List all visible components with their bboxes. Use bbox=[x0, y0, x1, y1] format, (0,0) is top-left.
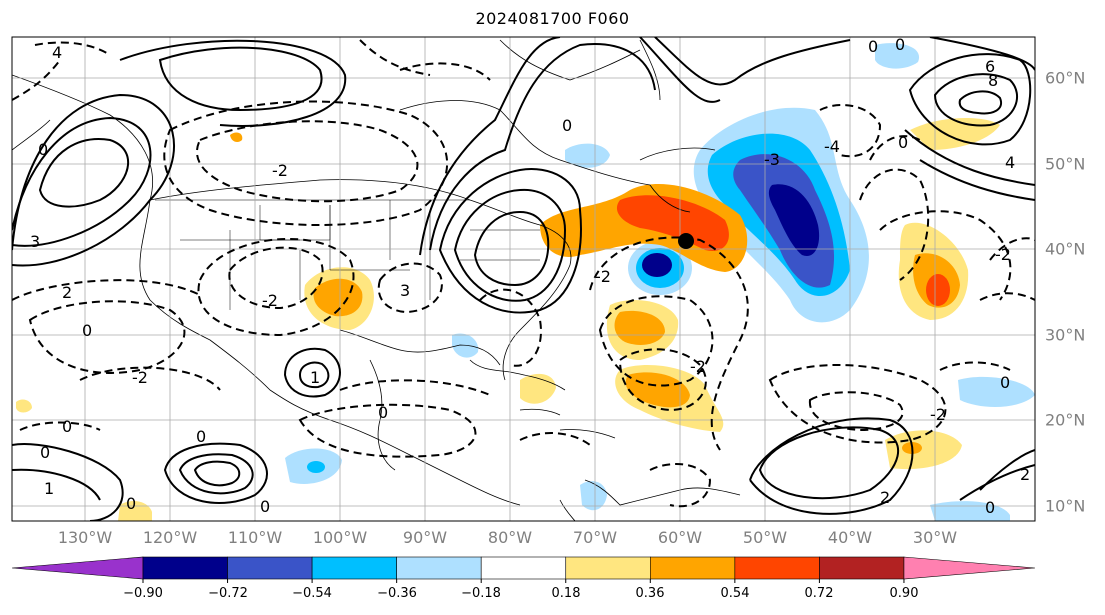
dashed-contours bbox=[12, 39, 1035, 508]
contour-label: -4 bbox=[824, 137, 840, 156]
lon-label: 50°W bbox=[742, 528, 788, 547]
lat-label: 60°N bbox=[1045, 68, 1086, 88]
solid-contours bbox=[12, 37, 1035, 521]
contour-label: -2 bbox=[930, 405, 946, 424]
contour-label: 6 bbox=[985, 57, 995, 76]
graticule bbox=[12, 37, 1035, 521]
contour-label: 0 bbox=[868, 37, 878, 56]
colorbar-tick-label: −0.90 bbox=[123, 586, 163, 601]
map-title: 2024081700 F060 bbox=[475, 9, 630, 28]
negative-anomaly-blob bbox=[307, 461, 325, 473]
contour-label: 8 bbox=[988, 71, 998, 90]
contour-label: 3 bbox=[30, 232, 40, 251]
negative-anomaly-blob bbox=[642, 253, 672, 277]
positive-anomaly-blob bbox=[616, 195, 729, 251]
contour-label: -2 bbox=[690, 357, 706, 376]
colorbar-tick-label: −0.18 bbox=[461, 586, 501, 601]
lat-label: 30°N bbox=[1045, 325, 1086, 345]
weather-map: 4 0 3 2 0 -2 0 0 1 0 0 0 -2 1 0 -2 3 0 -… bbox=[11, 35, 1036, 522]
lon-label: 110°W bbox=[227, 528, 283, 547]
negative-anomaly-blob bbox=[565, 143, 610, 168]
colorbar-swatch bbox=[396, 556, 482, 580]
contour-label: 0 bbox=[126, 494, 136, 513]
contour-labels: 4 0 3 2 0 -2 0 0 1 0 0 0 -2 1 0 -2 3 0 -… bbox=[30, 35, 1030, 517]
contour-label: -2 bbox=[595, 267, 611, 286]
shaded-anomalies bbox=[16, 43, 1035, 521]
colorbar-tick-label: 0.54 bbox=[720, 586, 750, 601]
contour-label: 1 bbox=[44, 479, 54, 498]
colorbar-swatch bbox=[819, 556, 905, 580]
colorbar-tick-label: −0.72 bbox=[208, 586, 248, 601]
contour-label: 0 bbox=[62, 417, 72, 436]
contour-label: 0 bbox=[378, 403, 388, 422]
positive-anomaly-blob bbox=[614, 310, 665, 345]
colorbar-swatch bbox=[227, 556, 313, 580]
contour-label: 4 bbox=[52, 43, 62, 62]
contour-label: 0 bbox=[40, 443, 50, 462]
contour-label: 2 bbox=[62, 283, 72, 302]
contour-label: -2 bbox=[262, 291, 278, 310]
lon-label: 120°W bbox=[142, 528, 198, 547]
lat-label: 20°N bbox=[1045, 410, 1086, 430]
negative-anomaly-blob bbox=[958, 376, 1035, 407]
contour-label: 0 bbox=[895, 35, 905, 54]
contour-label: -2 bbox=[132, 368, 148, 387]
colorbar-tick-label: 0.72 bbox=[804, 586, 834, 601]
lon-label: 80°W bbox=[487, 528, 533, 547]
colorbar-swatch bbox=[142, 556, 228, 580]
contour-label: 4 bbox=[1005, 153, 1015, 172]
contour-label: 0 bbox=[196, 427, 206, 446]
contour-label: 0 bbox=[82, 321, 92, 340]
lon-label: 90°W bbox=[402, 528, 448, 547]
colorbar-swatch bbox=[649, 556, 736, 580]
state-borders bbox=[155, 199, 540, 310]
contour-label: 2 bbox=[1020, 465, 1030, 484]
negative-anomaly-blob bbox=[875, 43, 920, 69]
positive-anomaly-blob bbox=[313, 278, 363, 317]
colorbar-swatch bbox=[734, 556, 820, 580]
lat-label: 40°N bbox=[1045, 239, 1086, 259]
colorbar-tick-label: 0.90 bbox=[889, 586, 919, 601]
contour-label: -3 bbox=[764, 150, 780, 169]
positive-anomaly-blob bbox=[926, 274, 950, 306]
colorbar-swatch bbox=[565, 556, 651, 580]
contour-label: 3 bbox=[400, 281, 410, 300]
lon-label: 130°W bbox=[57, 528, 113, 547]
lat-label: 10°N bbox=[1045, 496, 1086, 516]
positive-anomaly-blob bbox=[16, 399, 32, 413]
colorbar-extend-max bbox=[903, 556, 1036, 580]
contour-label: 0 bbox=[898, 133, 908, 152]
contour-label: -2 bbox=[995, 245, 1011, 264]
contour-label: 2 bbox=[880, 488, 890, 507]
contour-label: 1 bbox=[310, 368, 320, 387]
colorbar-swatch bbox=[311, 556, 397, 580]
low-center-marker bbox=[678, 233, 694, 249]
negative-anomaly-blob bbox=[768, 184, 820, 256]
contour-label: 0 bbox=[1000, 373, 1010, 392]
colorbar-extend-min bbox=[11, 556, 144, 580]
contour-label: 0 bbox=[985, 498, 995, 517]
map-frame bbox=[11, 36, 1036, 522]
colorbar-tick-label: 0.36 bbox=[635, 586, 665, 601]
colorbar-tick-label: 0.18 bbox=[551, 586, 581, 601]
lon-label: 60°W bbox=[657, 528, 703, 547]
contour-label: 0 bbox=[260, 497, 270, 516]
contour-label: -2 bbox=[272, 161, 288, 180]
lon-label: 100°W bbox=[312, 528, 368, 547]
colorbar-tick-label: −0.54 bbox=[292, 586, 332, 601]
negative-anomaly-blob bbox=[580, 481, 607, 511]
lat-label: 50°N bbox=[1045, 154, 1086, 174]
positive-anomaly-blob bbox=[625, 372, 690, 408]
lon-label: 40°W bbox=[827, 528, 873, 547]
lon-label: 30°W bbox=[912, 528, 958, 547]
colorbar-tick-label: −0.36 bbox=[377, 586, 417, 601]
contour-label: 0 bbox=[562, 116, 572, 135]
contour-label: 0 bbox=[38, 140, 48, 159]
lon-label: 70°W bbox=[572, 528, 618, 547]
positive-anomaly-blob bbox=[230, 132, 243, 143]
colorbar-swatch bbox=[480, 556, 567, 580]
